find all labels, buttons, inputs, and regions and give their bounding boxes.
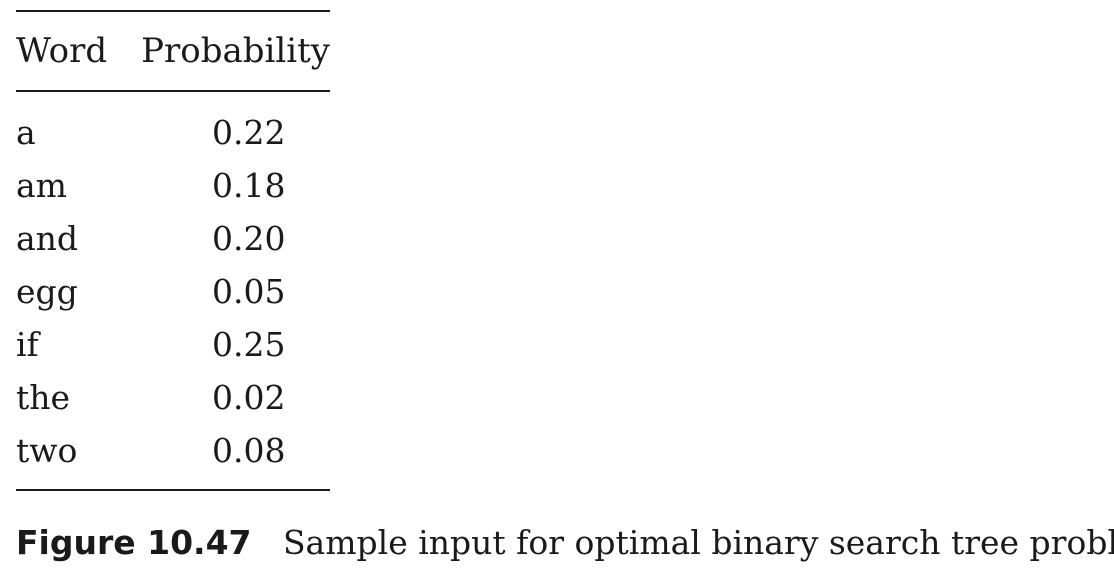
header-rule: [16, 90, 330, 92]
word-cell: egg: [16, 272, 78, 311]
probability-table: Word Probability a 0.22 am 0.18 and 0.20…: [16, 10, 330, 491]
probability-cell: 0.25: [212, 325, 286, 364]
probability-cell: 0.02: [212, 378, 286, 417]
table-row: the 0.02: [16, 371, 330, 424]
word-cell: and: [16, 219, 79, 258]
word-cell: two: [16, 431, 78, 470]
bottom-rule: [16, 489, 330, 491]
probability-cell: 0.20: [212, 219, 286, 258]
probability-cell: 0.08: [212, 431, 286, 470]
probability-cell: 0.22: [212, 113, 286, 152]
word-cell: if: [16, 325, 39, 364]
word-cell: the: [16, 378, 71, 417]
word-cell: a: [16, 113, 36, 152]
word-column-header: Word: [16, 31, 108, 71]
table-row: a 0.22: [16, 106, 330, 159]
probability-cell: 0.18: [212, 166, 286, 205]
probability-cell: 0.05: [212, 272, 286, 311]
table-row: two 0.08: [16, 424, 330, 477]
table-body: a 0.22 am 0.18 and 0.20 egg 0.05 if 0.25…: [16, 92, 330, 489]
figure-label: Figure 10.47: [16, 523, 252, 562]
table-row: if 0.25: [16, 318, 330, 371]
table-row: egg 0.05: [16, 265, 330, 318]
top-rule: [16, 10, 330, 12]
figure-caption: Figure 10.47 Sample input for optimal bi…: [16, 522, 1114, 563]
table-header-row: Word Probability: [16, 12, 330, 90]
table-row: and 0.20: [16, 212, 330, 265]
table-row: am 0.18: [16, 159, 330, 212]
caption-text: Sample input for optimal binary search t…: [282, 523, 1114, 562]
probability-column-header: Probability: [141, 31, 330, 71]
word-cell: am: [16, 166, 67, 205]
